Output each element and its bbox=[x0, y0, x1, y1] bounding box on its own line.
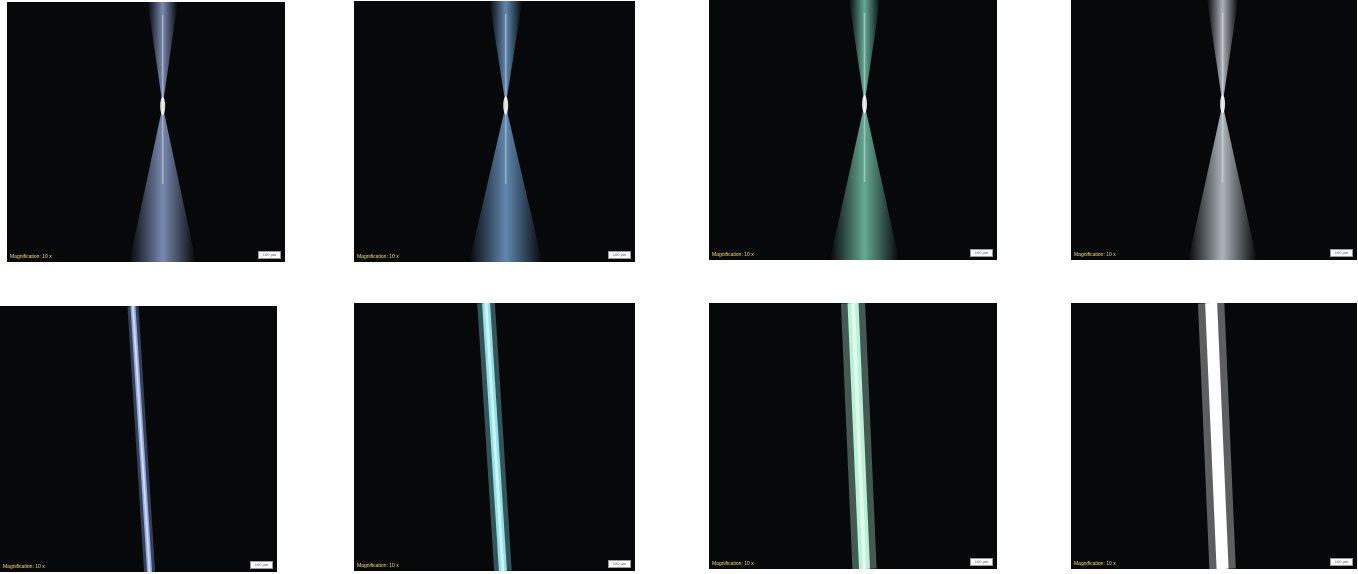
beam-cone-upper bbox=[147, 2, 178, 106]
scale-bar: 100 µm bbox=[1330, 558, 1353, 566]
scale-bar: 100 µm bbox=[1330, 249, 1353, 257]
micrograph-panel-3: Magnification: 10 x 100 µm bbox=[709, 0, 997, 260]
micrograph-panel-4: Magnification: 10 x 100 µm bbox=[1071, 0, 1357, 260]
beam-focus-point bbox=[160, 97, 166, 115]
beam-cone-lower bbox=[829, 104, 900, 260]
magnification-caption: Magnification: 10 x bbox=[357, 563, 399, 569]
beam-cone-upper bbox=[848, 0, 881, 104]
scale-bar: 100 µm bbox=[608, 251, 631, 259]
beam-cone-upper bbox=[489, 1, 523, 106]
micrograph-panel-1: Magnification: 10 x 100 µm bbox=[7, 2, 285, 262]
beam-graphic bbox=[1197, 303, 1236, 569]
beam-core bbox=[1209, 303, 1225, 569]
beam-graphic bbox=[127, 306, 156, 572]
micrograph-panel-8: Magnification: 10 x 100 µm bbox=[1071, 303, 1357, 569]
scale-bar: 100 µm bbox=[258, 251, 281, 259]
beam-cone-lower bbox=[129, 106, 197, 262]
micrograph-panel-2: Magnification: 10 x 100 µm bbox=[354, 1, 635, 262]
scale-bar: 100 µm bbox=[608, 560, 631, 568]
beam-core bbox=[484, 303, 505, 571]
beam-core bbox=[132, 306, 151, 572]
beam-cone-upper bbox=[1207, 0, 1239, 104]
beam-cone-lower bbox=[1188, 104, 1257, 260]
beam-focus-point bbox=[1220, 95, 1226, 113]
micrograph-panel-7: Magnification: 10 x 100 µm bbox=[709, 303, 997, 569]
beam-graphic bbox=[129, 2, 197, 262]
magnification-caption: Magnification: 10 x bbox=[712, 561, 754, 567]
micrograph-panel-5: Magnification: 10 x 100 µm bbox=[0, 306, 277, 572]
scale-bar: 100 µm bbox=[970, 249, 993, 257]
beam-graphic bbox=[477, 303, 512, 571]
magnification-caption: Magnification: 10 x bbox=[357, 254, 399, 260]
magnification-caption: Magnification: 10 x bbox=[3, 564, 45, 570]
scale-bar: 100 µm bbox=[970, 558, 993, 566]
beam-focus-point bbox=[862, 95, 868, 113]
beam-graphic bbox=[469, 1, 543, 262]
magnification-caption: Magnification: 10 x bbox=[1074, 252, 1116, 258]
micrograph-panel-6: Magnification: 10 x 100 µm bbox=[354, 303, 635, 571]
beam-focus-point bbox=[503, 96, 509, 115]
magnification-caption: Magnification: 10 x bbox=[1074, 561, 1116, 567]
beam-graphic bbox=[840, 303, 877, 569]
magnification-caption: Magnification: 10 x bbox=[10, 254, 52, 260]
magnification-caption: Magnification: 10 x bbox=[712, 252, 754, 258]
beam-core bbox=[851, 303, 867, 569]
beam-cone-lower bbox=[469, 105, 543, 262]
beam-graphic bbox=[1188, 0, 1257, 260]
beam-graphic bbox=[829, 0, 900, 260]
scale-bar: 100 µm bbox=[250, 561, 273, 569]
